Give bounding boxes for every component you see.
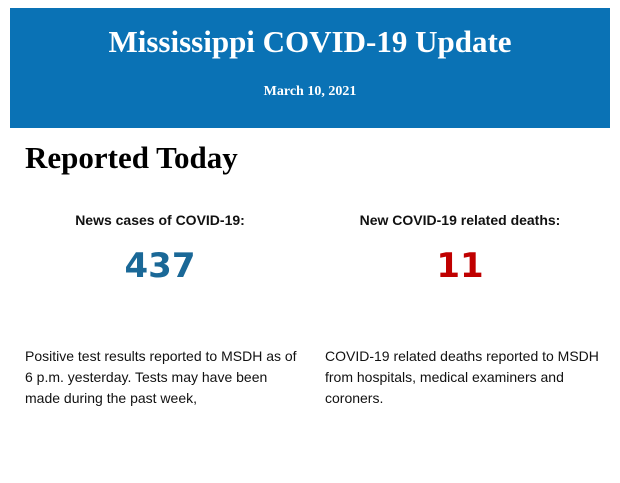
- stat-note: COVID-19 related deaths reported to MSDH…: [325, 348, 599, 406]
- section-heading: Reported Today: [25, 140, 238, 175]
- title: Mississippi COVID-19 Update: [108, 24, 512, 59]
- date: March 10, 2021: [263, 84, 357, 99]
- stat-column: News cases of COVID-19: 437 Positive tes…: [20, 212, 300, 406]
- stat-label: News cases of COVID-19:: [75, 212, 245, 228]
- stat-label: New COVID-19 related deaths:: [359, 212, 561, 228]
- stat-note: Positive test results reported to MSDH a…: [25, 348, 297, 406]
- stat-value: 437: [124, 246, 196, 286]
- header-banner: Mississippi COVID-19 Update March 10, 20…: [10, 8, 610, 128]
- stat-column: New COVID-19 related deaths: 11 COVID-19…: [320, 212, 600, 406]
- stat-value: 11: [436, 246, 484, 286]
